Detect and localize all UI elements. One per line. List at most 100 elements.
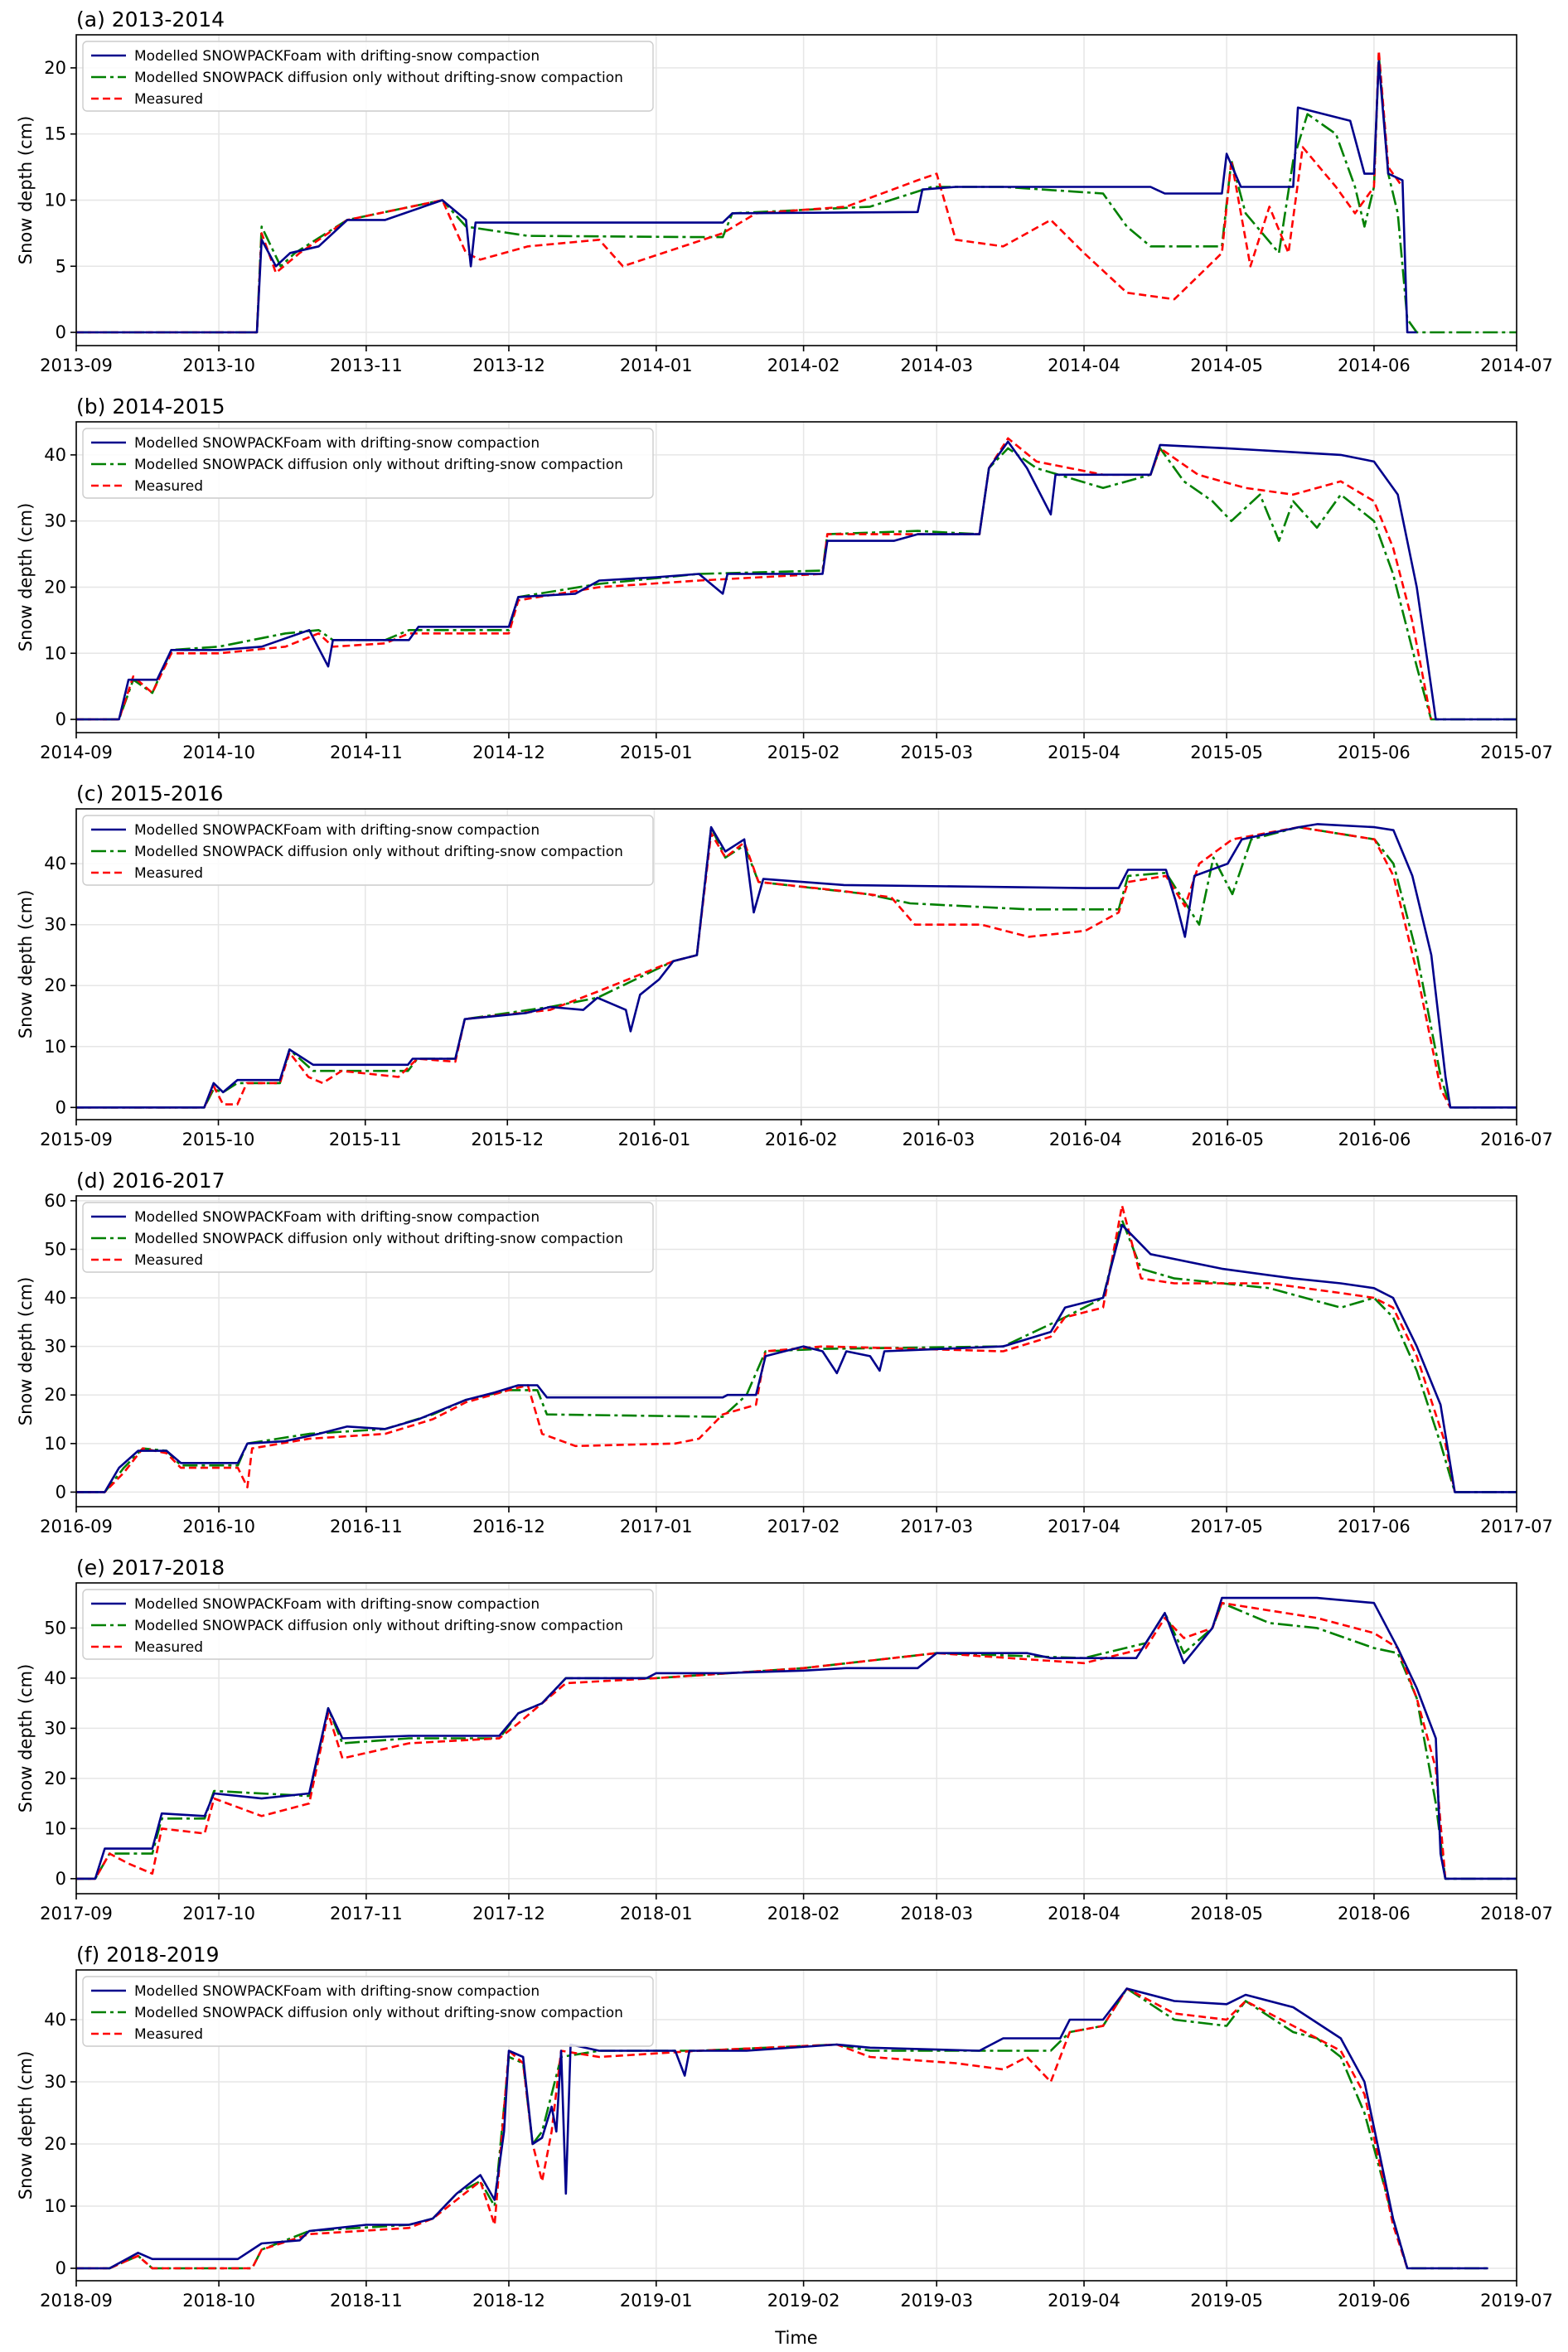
panel-title: (c) 2015-2016 — [76, 782, 223, 806]
x-tick-label: 2018-10 — [182, 2291, 255, 2311]
panel-title: (d) 2016-2017 — [76, 1169, 225, 1193]
legend: Modelled SNOWPACKFoam with drifting-snow… — [82, 1589, 654, 1660]
y-tick-label: 40 — [44, 445, 66, 465]
y-axis-label: Snow depth (cm) — [16, 116, 36, 265]
y-tick-label: 20 — [44, 1769, 66, 1788]
x-tick-label: 2013-10 — [182, 356, 255, 375]
y-tick-label: 15 — [44, 124, 66, 144]
series-line-diff — [76, 1987, 1488, 2270]
axes-frame — [75, 421, 1517, 733]
x-tick-label: 2014-01 — [620, 356, 693, 375]
x-tick-label: 2017-10 — [182, 1904, 255, 1924]
legend-label-foam: Modelled SNOWPACKFoam with drifting-snow… — [134, 435, 540, 452]
y-tick-label: 30 — [44, 2072, 66, 2092]
y-tick-label: 20 — [44, 577, 66, 597]
x-tick-label: 2013-09 — [40, 356, 113, 375]
x-tick-label: 2016-04 — [1049, 1130, 1122, 1149]
x-tick-label: 2016-06 — [1338, 1130, 1411, 1149]
x-tick-label: 2014-10 — [182, 743, 255, 762]
x-tick-label: 2019-06 — [1338, 2291, 1411, 2311]
panel-title: (b) 2014-2015 — [76, 394, 225, 419]
y-tick-label: 40 — [44, 1668, 66, 1688]
legend-label-meas: Measured — [134, 1639, 203, 1656]
x-tick-label: 2014-12 — [472, 743, 545, 762]
x-tick-label: 2016-05 — [1191, 1130, 1264, 1149]
panel-title: (a) 2013-2014 — [76, 7, 225, 31]
legend-label-diff: Modelled SNOWPACK diffusion only without… — [134, 844, 623, 860]
y-tick-label: 0 — [56, 1869, 66, 1889]
x-tick-label: 2015-01 — [620, 743, 693, 762]
axes-frame — [75, 1969, 1517, 2282]
x-tick-label: 2017-01 — [620, 1517, 693, 1537]
x-tick-label: 2015-09 — [40, 1130, 113, 1149]
legend-label-meas: Measured — [134, 2026, 203, 2043]
plot-area — [76, 1596, 1517, 1880]
series-line-meas — [76, 49, 1404, 334]
legend-label-meas: Measured — [134, 865, 203, 882]
legend-label-meas: Measured — [134, 1252, 203, 1269]
x-tick-label: 2019-03 — [900, 2291, 973, 2311]
y-tick-label: 0 — [56, 322, 66, 342]
x-tick-label: 2015-12 — [471, 1130, 544, 1149]
series-line-foam — [76, 1223, 1517, 1493]
y-axis-label: Snow depth (cm) — [16, 890, 36, 1039]
x-tick-label: 2016-11 — [330, 1517, 403, 1537]
legend-box — [82, 815, 654, 886]
x-tick-label: 2018-05 — [1190, 1904, 1263, 1924]
y-tick-label: 50 — [44, 1618, 66, 1638]
x-tick-label: 2017-09 — [40, 1904, 113, 1924]
x-tick-label: 2015-11 — [329, 1130, 402, 1149]
x-tick-label: 2019-02 — [767, 2291, 840, 2311]
legend-label-foam: Modelled SNOWPACKFoam with drifting-snow… — [134, 822, 540, 839]
y-tick-label: 40 — [44, 2010, 66, 2030]
legend: Modelled SNOWPACKFoam with drifting-snow… — [82, 41, 654, 112]
legend-label-foam: Modelled SNOWPACKFoam with drifting-snow… — [134, 1596, 540, 1613]
x-tick-label: 2018-09 — [40, 2291, 113, 2311]
legend-label-diff: Modelled SNOWPACK diffusion only without… — [134, 1618, 623, 1634]
legend-label-diff: Modelled SNOWPACK diffusion only without… — [134, 1231, 623, 1247]
axes-frame — [75, 1195, 1517, 1508]
series-line-meas — [76, 1987, 1409, 2270]
series-line-meas — [76, 1601, 1447, 1880]
x-tick-label: 2016-03 — [903, 1130, 975, 1149]
x-tick-label: 2018-06 — [1338, 1904, 1411, 1924]
x-tick-label: 2016-02 — [765, 1130, 838, 1149]
x-tick-label: 2015-06 — [1338, 743, 1411, 762]
x-tick-label: 2014-07 — [1480, 356, 1553, 375]
y-tick-label: 20 — [44, 1385, 66, 1405]
x-tick-label: 2016-12 — [472, 1517, 545, 1537]
y-tick-label: 20 — [44, 58, 66, 78]
x-tick-label: 2019-01 — [620, 2291, 693, 2311]
y-tick-label: 10 — [44, 190, 66, 210]
legend-label-foam: Modelled SNOWPACKFoam with drifting-snow… — [134, 1209, 540, 1226]
x-tick-label: 2019-04 — [1048, 2291, 1120, 2311]
y-axis-label: Snow depth (cm) — [16, 503, 36, 652]
y-tick-label: 10 — [44, 643, 66, 663]
plot-area — [76, 49, 1517, 334]
axes-frame — [75, 1582, 1517, 1895]
x-tick-label: 2015-10 — [182, 1130, 255, 1149]
x-tick-label: 2014-03 — [900, 356, 973, 375]
x-tick-label: 2017-11 — [330, 1904, 403, 1924]
axes-frame — [75, 34, 1517, 346]
panel-3: (c) 2015-2016 2015-09 2015-10 2015-11 2015-1… — [16, 782, 1553, 1149]
y-tick-label: 40 — [44, 1288, 66, 1308]
y-axis-label: Snow depth (cm) — [16, 1664, 36, 1813]
y-tick-label: 30 — [44, 1337, 66, 1357]
x-tick-label: 2017-07 — [1480, 1517, 1553, 1537]
x-tick-label: 2017-04 — [1048, 1517, 1120, 1537]
plot-area — [76, 1987, 1488, 2270]
x-tick-label: 2014-09 — [40, 743, 113, 762]
legend-box — [82, 428, 654, 499]
x-axis-label: Time — [774, 2328, 817, 2348]
x-tick-label: 2019-07 — [1480, 2291, 1553, 2311]
y-tick-label: 10 — [44, 1434, 66, 1454]
y-tick-label: 60 — [44, 1191, 66, 1211]
legend: Modelled SNOWPACKFoam with drifting-snow… — [82, 1202, 654, 1273]
x-tick-label: 2017-06 — [1338, 1517, 1411, 1537]
legend-label-diff: Modelled SNOWPACK diffusion only without… — [134, 457, 623, 473]
y-tick-label: 10 — [44, 1037, 66, 1057]
y-tick-label: 30 — [44, 511, 66, 531]
legend: Modelled SNOWPACKFoam with drifting-snow… — [82, 1976, 654, 2047]
y-tick-label: 30 — [44, 915, 66, 935]
